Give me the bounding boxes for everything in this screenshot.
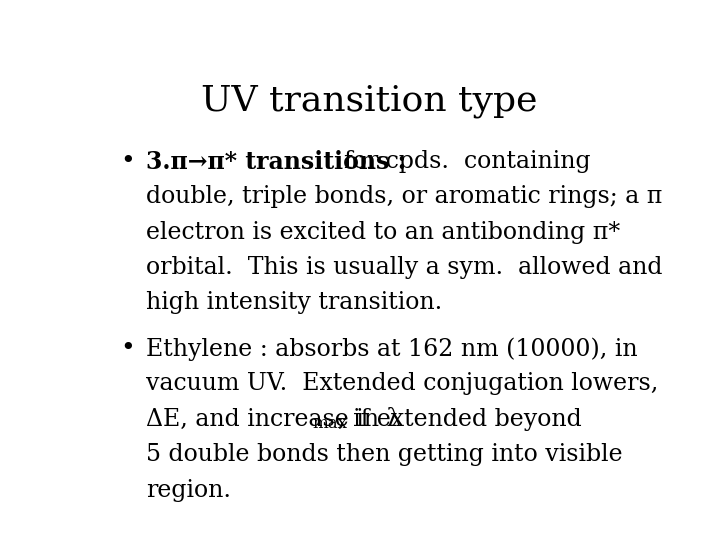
Text: •: •	[121, 150, 135, 173]
Text: 5 double bonds then getting into visible: 5 double bonds then getting into visible	[145, 443, 622, 466]
Text: double, triple bonds, or aromatic rings; a π: double, triple bonds, or aromatic rings;…	[145, 185, 662, 208]
Text: UV transition type: UV transition type	[201, 84, 537, 118]
Text: max: max	[312, 415, 347, 433]
Text: •: •	[121, 337, 135, 360]
Text: 3.π→π* transitions :: 3.π→π* transitions :	[145, 150, 414, 174]
Text: , if extended beyond: , if extended beyond	[338, 408, 582, 431]
Text: Ethylene : absorbs at 162 nm (10000), in: Ethylene : absorbs at 162 nm (10000), in	[145, 337, 637, 361]
Text: high intensity transition.: high intensity transition.	[145, 292, 442, 314]
Text: vacuum UV.  Extended conjugation lowers,: vacuum UV. Extended conjugation lowers,	[145, 373, 658, 395]
Text: region.: region.	[145, 478, 231, 502]
Text: ΔE, and increase in λ: ΔE, and increase in λ	[145, 408, 401, 431]
Text: for cpds.  containing: for cpds. containing	[344, 150, 590, 173]
Text: orbital.  This is usually a sym.  allowed and: orbital. This is usually a sym. allowed …	[145, 256, 662, 279]
Text: electron is excited to an antibonding π*: electron is excited to an antibonding π*	[145, 221, 620, 244]
